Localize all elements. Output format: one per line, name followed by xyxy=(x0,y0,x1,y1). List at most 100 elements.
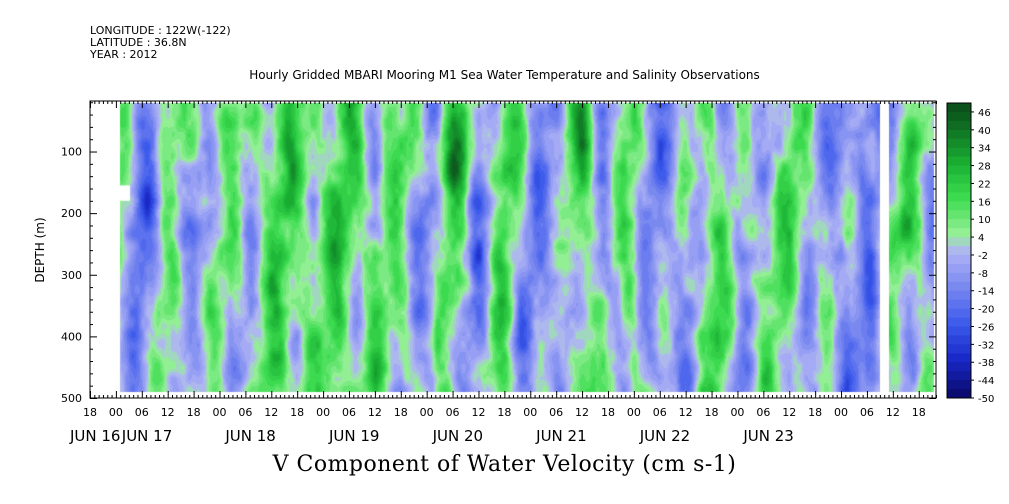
x-hour-tick-label: 18 xyxy=(808,406,822,419)
x-hour-tick-label: 18 xyxy=(394,406,408,419)
colorbar-swatch xyxy=(947,183,971,193)
x-hour-tick-label: 12 xyxy=(782,406,796,419)
x-hour-tick-label: 00 xyxy=(627,406,641,419)
colorbar-label: 46 xyxy=(978,108,991,119)
colorbar-swatch xyxy=(947,237,971,247)
colorbar-swatch xyxy=(947,120,971,131)
x-day-label: JUN 17 xyxy=(121,427,172,445)
chart-title: Hourly Gridded MBARI Mooring M1 Sea Wate… xyxy=(249,68,760,82)
colorbar-swatch xyxy=(947,371,971,381)
colorbar-label: -50 xyxy=(978,394,994,405)
colorbar-swatch xyxy=(947,111,971,122)
colorbar-swatch xyxy=(947,362,971,372)
x-hour-tick-label: 00 xyxy=(420,406,434,419)
x-hour-tick-label: 12 xyxy=(886,406,900,419)
x-day-label: JUN 23 xyxy=(742,427,793,445)
colorbar-label: -2 xyxy=(978,251,988,262)
x-hour-tick-label: 12 xyxy=(679,406,693,419)
colorbar-swatch xyxy=(947,129,971,140)
colorbar-swatch xyxy=(947,299,971,310)
colorbar-label: 34 xyxy=(978,144,991,155)
variable-title: V Component of Water Velocity (cm s-1) xyxy=(272,452,737,477)
year-label: YEAR : 2012 xyxy=(90,48,158,61)
x-hour-tick-label: 00 xyxy=(316,406,330,419)
x-day-label: JUN 19 xyxy=(328,427,379,445)
colorbar-swatch xyxy=(947,326,971,336)
colorbar-frame xyxy=(946,102,972,399)
colorbar-swatch xyxy=(947,263,971,274)
x-hour-tick-label: 18 xyxy=(497,406,511,419)
x-hour-tick-label: 18 xyxy=(705,406,719,419)
colorbar-swatch xyxy=(947,344,971,354)
colorbar-label: -32 xyxy=(978,340,994,351)
colorbar-swatch xyxy=(947,254,971,265)
colorbar-swatch xyxy=(947,281,971,292)
longitude-label: LONGITUDE : 122W(-122) xyxy=(90,24,231,37)
colorbar-label: 16 xyxy=(978,197,991,208)
colorbar-swatch xyxy=(947,228,971,238)
x-day-label: JUN 20 xyxy=(432,427,483,445)
y-tick-label: 100 xyxy=(61,146,82,159)
x-hour-tick-label: 06 xyxy=(342,406,356,419)
x-hour-tick-label: 12 xyxy=(264,406,278,419)
colorbar-swatch xyxy=(947,165,971,175)
x-hour-tick-label: 00 xyxy=(730,406,744,419)
colorbar-swatch xyxy=(947,147,971,158)
colorbar-swatch xyxy=(947,103,971,113)
x-hour-tick-label: 06 xyxy=(549,406,563,419)
x-day-label: JUN 21 xyxy=(535,427,586,445)
y-tick-label: 400 xyxy=(61,330,82,343)
x-hour-tick-label: 06 xyxy=(446,406,460,419)
x-hour-tick-label: 00 xyxy=(212,406,226,419)
x-hour-tick-label: 18 xyxy=(83,406,97,419)
x-hour-tick-label: 00 xyxy=(109,406,123,419)
y-axis-label: DEPTH (m) xyxy=(33,217,47,282)
colorbar-label: -14 xyxy=(978,287,994,298)
colorbar-swatch xyxy=(947,174,971,184)
y-tick-label: 500 xyxy=(61,392,82,405)
colorbar-swatch xyxy=(947,192,971,202)
colorbar-swatch xyxy=(947,201,971,211)
colorbar-swatch xyxy=(947,317,971,327)
colorbar-swatch xyxy=(947,156,971,166)
plot-frame xyxy=(89,100,937,399)
x-hour-tick-label: 18 xyxy=(912,406,926,419)
colorbar-swatch xyxy=(947,272,971,283)
x-hour-tick-label: 12 xyxy=(575,406,589,419)
colorbar-swatch xyxy=(947,210,971,220)
colorbar-swatch xyxy=(947,219,971,229)
colorbar-label: 22 xyxy=(978,179,991,190)
colorbar-swatch xyxy=(947,380,971,390)
colorbar-label: 40 xyxy=(978,126,991,137)
colorbar-swatch xyxy=(947,290,971,301)
colorbar-swatch xyxy=(947,138,971,149)
x-hour-tick-label: 12 xyxy=(471,406,485,419)
x-hour-tick-label: 06 xyxy=(238,406,252,419)
colorbar-swatch xyxy=(947,353,971,363)
colorbar-label: 4 xyxy=(978,233,984,244)
x-day-label: JUN 18 xyxy=(224,427,275,445)
x-hour-tick-label: 06 xyxy=(756,406,770,419)
colorbar-label: -38 xyxy=(978,358,994,369)
x-hour-tick-label: 06 xyxy=(135,406,149,419)
colorbar-label: 10 xyxy=(978,215,991,226)
x-hour-tick-label: 12 xyxy=(368,406,382,419)
x-hour-tick-label: 12 xyxy=(161,406,175,419)
x-hour-tick-label: 06 xyxy=(860,406,874,419)
y-tick-label: 300 xyxy=(61,269,82,282)
colorbar-label: -20 xyxy=(978,305,994,316)
x-hour-tick-label: 18 xyxy=(290,406,304,419)
colorbar-label: -44 xyxy=(978,376,994,387)
colorbar-swatch xyxy=(947,335,971,345)
colorbar-swatch xyxy=(947,308,971,318)
colorbar-swatch xyxy=(947,389,971,399)
x-hour-tick-label: 06 xyxy=(653,406,667,419)
x-hour-tick-label: 18 xyxy=(601,406,615,419)
latitude-label: LATITUDE : 36.8N xyxy=(90,36,187,49)
colorbar-label: 28 xyxy=(978,162,991,173)
x-day-label: JUN 16 xyxy=(69,427,120,445)
x-hour-tick-label: 00 xyxy=(834,406,848,419)
x-hour-tick-label: 18 xyxy=(187,406,201,419)
